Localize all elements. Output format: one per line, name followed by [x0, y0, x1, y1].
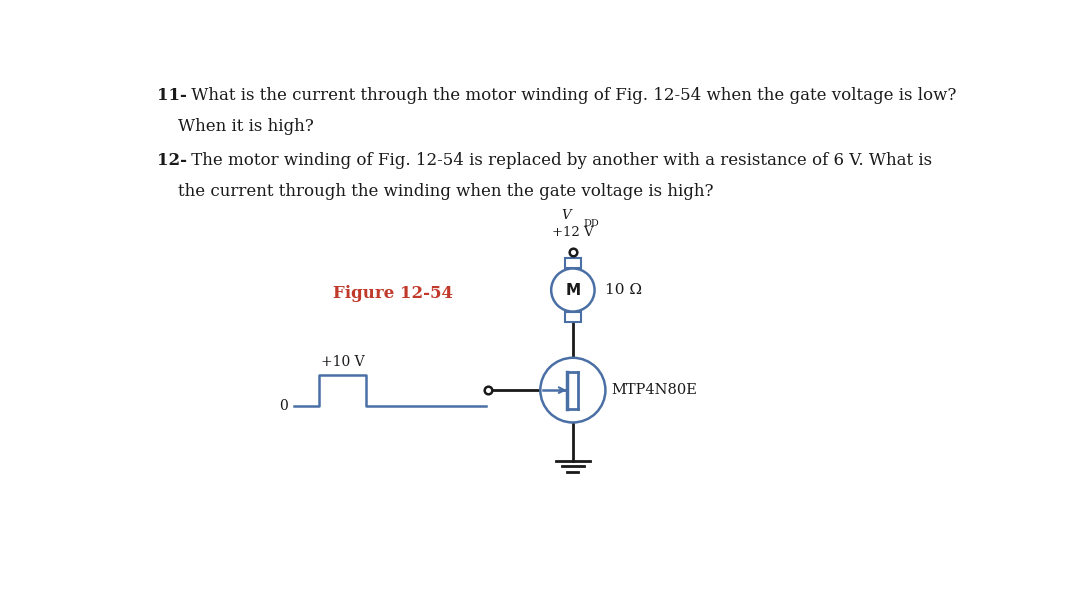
Text: Figure 12-54: Figure 12-54	[333, 285, 453, 302]
Text: +10 V: +10 V	[321, 355, 365, 370]
Text: The motor winding of Fig. 12-54 is replaced by another with a resistance of 6 V.: The motor winding of Fig. 12-54 is repla…	[186, 152, 932, 169]
Text: When it is high?: When it is high?	[157, 118, 313, 135]
FancyBboxPatch shape	[565, 258, 581, 269]
Text: 12-: 12-	[157, 152, 187, 169]
Text: 11-: 11-	[157, 87, 187, 104]
Text: DD: DD	[583, 219, 598, 228]
FancyBboxPatch shape	[565, 311, 581, 322]
Text: 10 Ω: 10 Ω	[606, 283, 643, 297]
Text: +12 V: +12 V	[552, 226, 594, 239]
Text: M: M	[565, 282, 580, 297]
Circle shape	[540, 358, 606, 423]
Text: 0: 0	[279, 398, 287, 412]
Circle shape	[551, 269, 595, 311]
Text: the current through the winding when the gate voltage is high?: the current through the winding when the…	[157, 183, 713, 200]
Text: MTP4N80E: MTP4N80E	[611, 383, 698, 397]
Text: V: V	[562, 209, 571, 222]
Text: What is the current through the motor winding of Fig. 12-54 when the gate voltag: What is the current through the motor wi…	[186, 87, 957, 104]
